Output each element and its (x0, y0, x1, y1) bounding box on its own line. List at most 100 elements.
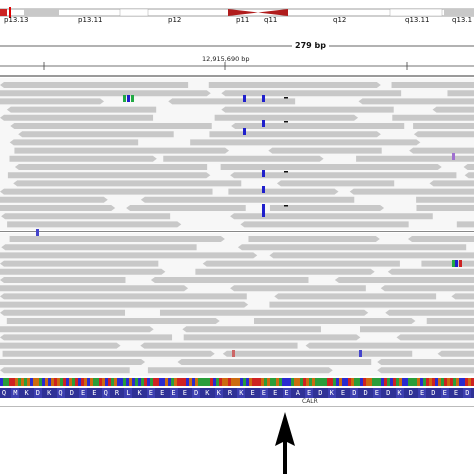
read[interactable] (0, 268, 166, 275)
read[interactable] (1, 244, 197, 251)
read[interactable] (13, 180, 242, 187)
read[interactable] (221, 90, 402, 97)
read[interactable] (380, 285, 474, 292)
read[interactable] (334, 277, 474, 283)
read[interactable] (421, 260, 474, 267)
read[interactable] (0, 260, 159, 267)
read[interactable] (305, 342, 474, 349)
read[interactable] (0, 301, 249, 308)
read[interactable] (221, 106, 394, 113)
read[interactable] (416, 205, 474, 211)
read[interactable] (195, 268, 375, 275)
read[interactable] (416, 196, 474, 203)
read[interactable] (147, 367, 333, 374)
read[interactable] (451, 293, 474, 300)
read[interactable] (159, 309, 369, 316)
read[interactable] (177, 359, 372, 365)
read[interactable] (18, 131, 174, 138)
read[interactable] (349, 188, 474, 195)
read[interactable] (10, 123, 212, 129)
read[interactable] (228, 188, 339, 195)
read[interactable] (0, 367, 130, 374)
read[interactable] (437, 350, 474, 357)
read[interactable] (230, 172, 457, 179)
read[interactable] (0, 309, 126, 316)
read[interactable] (274, 293, 437, 300)
read[interactable] (240, 221, 409, 228)
read[interactable] (1, 213, 171, 220)
read[interactable] (7, 172, 211, 179)
read[interactable] (426, 318, 474, 324)
read[interactable] (9, 139, 139, 146)
read[interactable] (413, 123, 474, 129)
read[interactable] (0, 334, 173, 341)
read[interactable] (377, 359, 474, 365)
read[interactable] (269, 301, 474, 308)
read[interactable] (202, 260, 400, 267)
read[interactable] (183, 334, 361, 341)
read[interactable] (220, 164, 442, 170)
read[interactable] (387, 268, 474, 275)
read[interactable] (356, 155, 474, 162)
read[interactable] (230, 213, 433, 220)
read[interactable] (0, 188, 213, 195)
read[interactable] (0, 114, 154, 121)
read[interactable] (432, 106, 474, 113)
read[interactable] (463, 164, 474, 170)
read[interactable] (0, 82, 189, 88)
read[interactable] (248, 236, 380, 242)
read[interactable] (0, 205, 116, 211)
read[interactable] (14, 147, 230, 154)
read[interactable] (413, 131, 474, 138)
read[interactable] (231, 123, 405, 129)
chromosome-ideogram[interactable] (0, 0, 474, 26)
read[interactable] (150, 277, 309, 283)
read[interactable] (230, 285, 366, 292)
read[interactable] (126, 205, 246, 211)
read[interactable] (140, 196, 355, 203)
read[interactable] (0, 90, 211, 97)
read[interactable] (377, 367, 474, 374)
read[interactable] (456, 221, 474, 228)
read[interactable] (0, 326, 154, 333)
read[interactable] (269, 205, 385, 211)
alignment-track[interactable] (0, 78, 474, 376)
read[interactable] (9, 155, 157, 162)
read[interactable] (0, 277, 126, 283)
read[interactable] (140, 342, 298, 349)
read[interactable] (222, 350, 413, 357)
read[interactable] (9, 236, 225, 242)
read[interactable] (254, 318, 416, 324)
read[interactable] (190, 139, 421, 146)
read[interactable] (0, 342, 121, 349)
read[interactable] (392, 114, 474, 121)
read[interactable] (209, 131, 381, 138)
read[interactable] (464, 172, 474, 179)
read[interactable] (409, 147, 474, 154)
read[interactable] (0, 252, 258, 259)
read[interactable] (182, 326, 321, 333)
read[interactable] (359, 326, 474, 333)
read[interactable] (0, 293, 247, 300)
read[interactable] (269, 252, 474, 259)
read[interactable] (385, 309, 474, 316)
read[interactable] (396, 334, 474, 341)
read[interactable] (407, 236, 474, 242)
read[interactable] (7, 221, 182, 228)
read[interactable] (2, 350, 215, 357)
read[interactable] (276, 180, 395, 187)
read[interactable] (0, 196, 108, 203)
read[interactable] (168, 98, 296, 105)
read[interactable] (6, 106, 157, 113)
read[interactable] (429, 180, 474, 187)
read[interactable] (268, 147, 382, 154)
read[interactable] (214, 114, 359, 121)
read[interactable] (447, 90, 474, 97)
read[interactable] (358, 98, 474, 105)
read[interactable] (0, 359, 146, 365)
read[interactable] (208, 82, 381, 88)
read[interactable] (391, 82, 474, 88)
read[interactable] (0, 98, 105, 105)
read[interactable] (237, 244, 467, 251)
read[interactable] (163, 155, 324, 162)
